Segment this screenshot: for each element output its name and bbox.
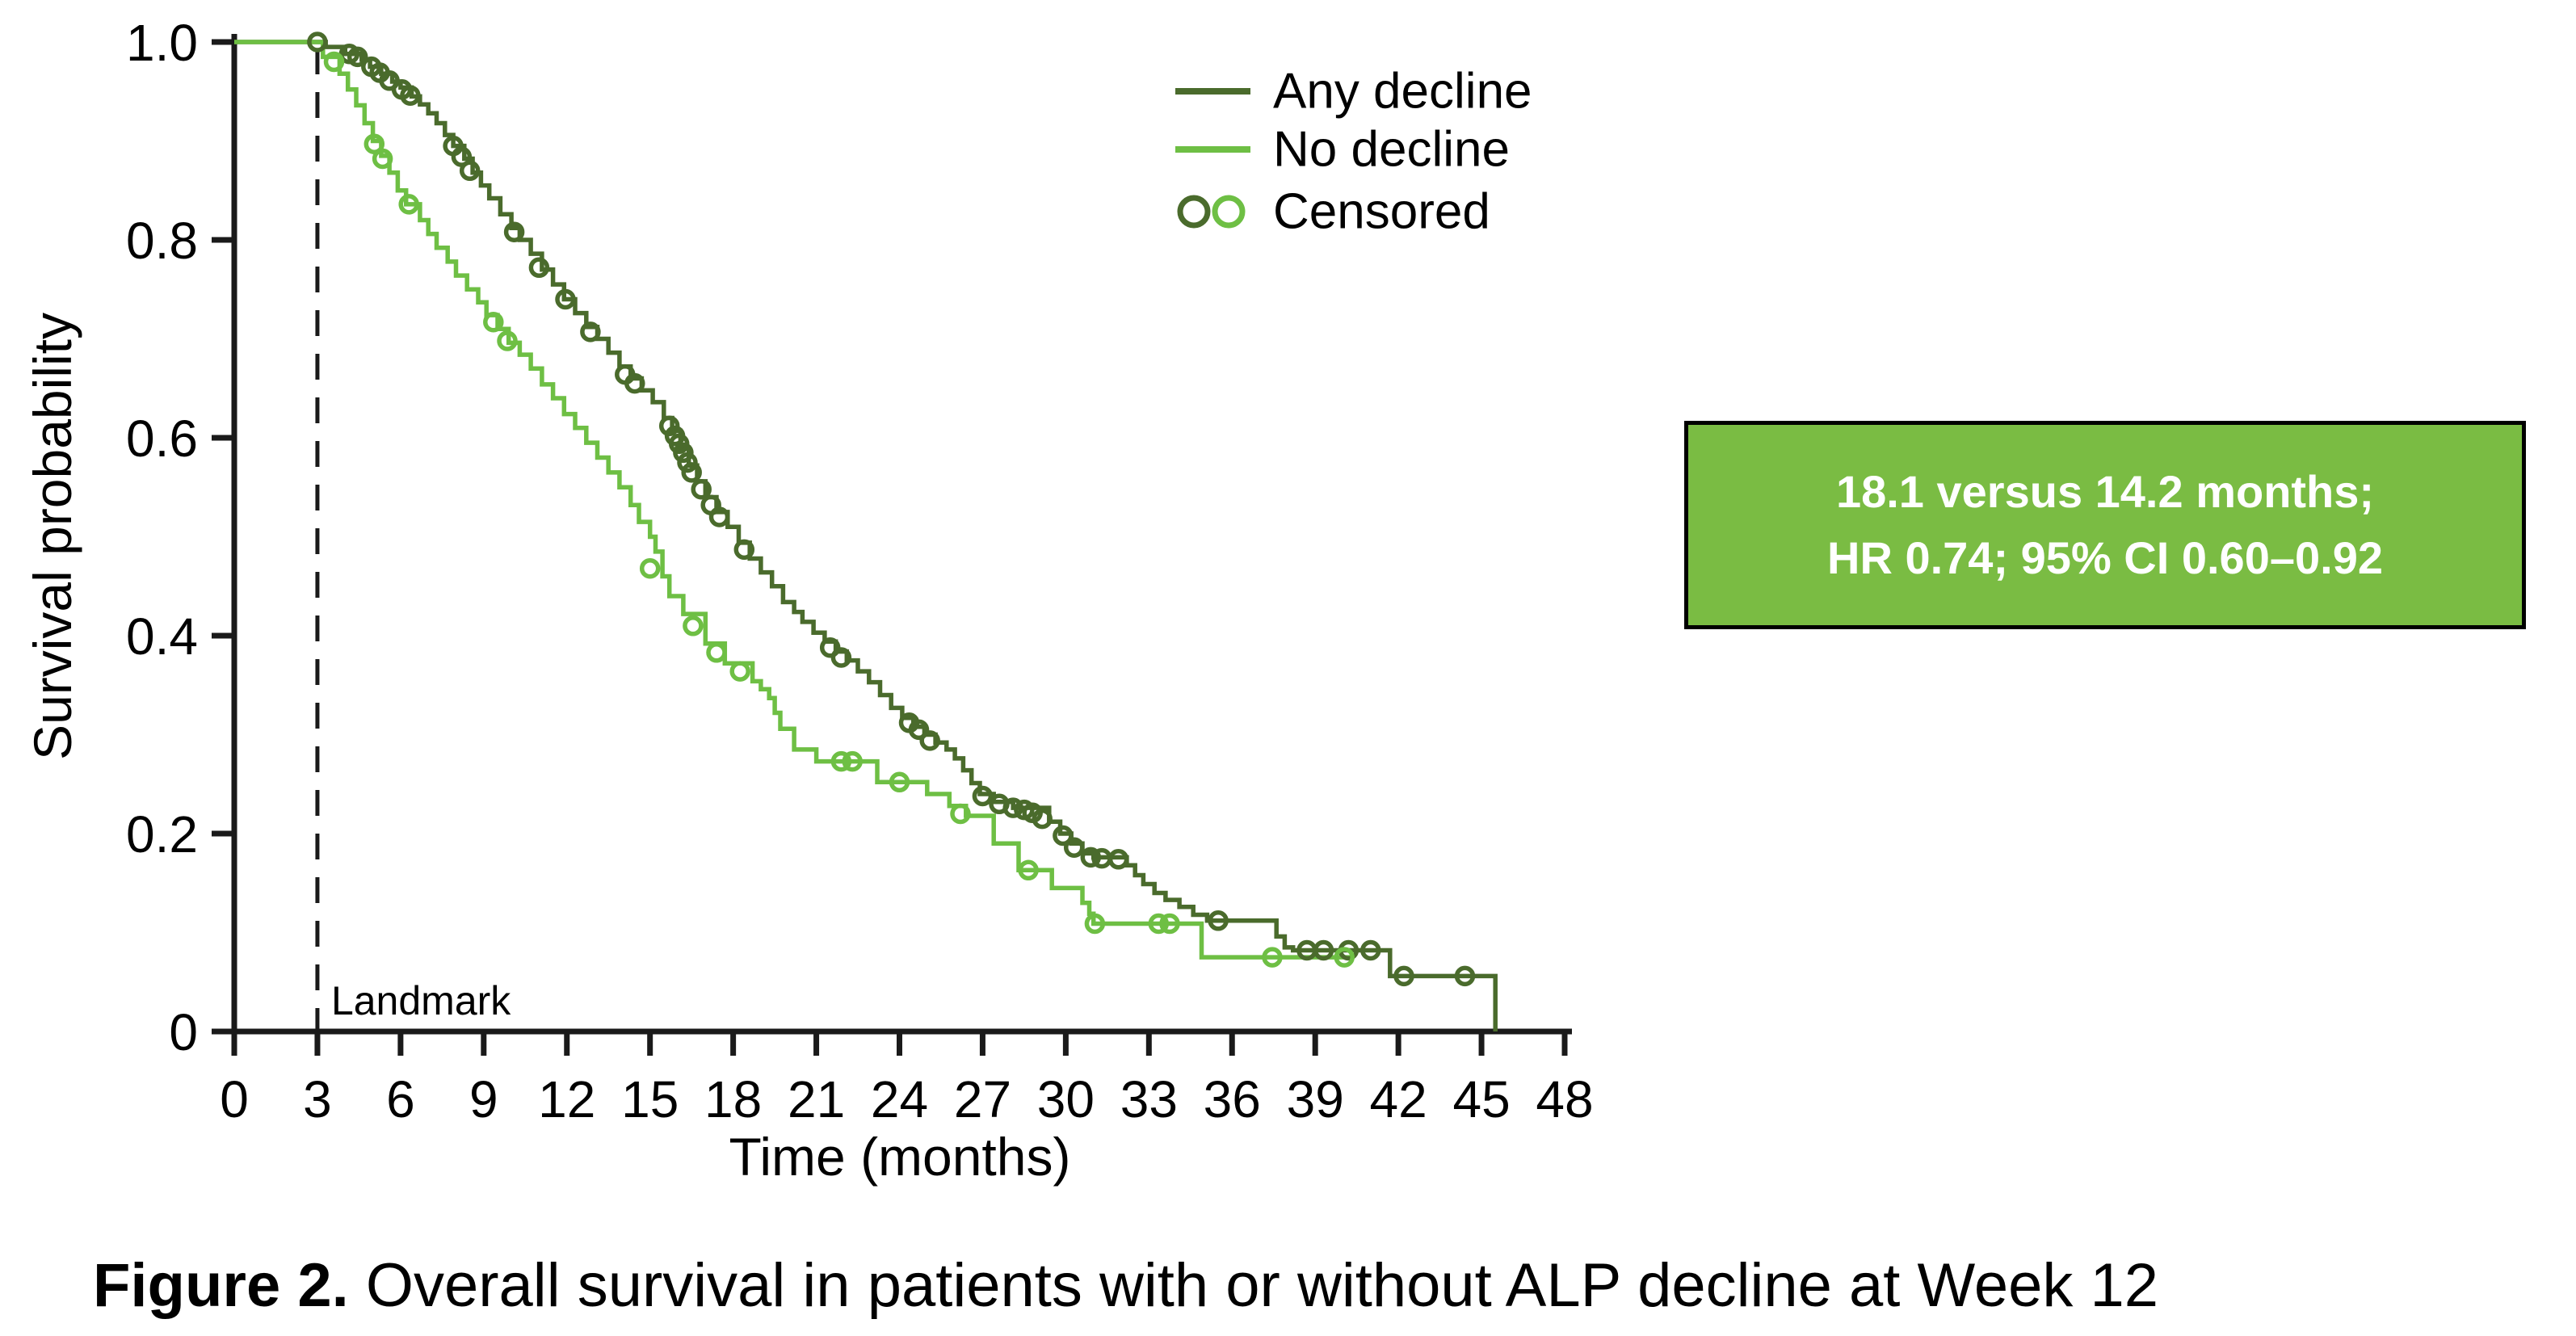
x-tick-label: 27 [954,1070,1011,1128]
x-tick-label: 21 [788,1070,845,1128]
x-tick-label: 36 [1204,1070,1261,1128]
landmark-marker: Landmark [315,48,511,1031]
y-tick-label: 0 [169,1003,198,1061]
curve-no-decline [234,40,1351,960]
censor-mark [323,51,345,73]
x-tick-label: 45 [1452,1070,1510,1128]
x-tick-label: 6 [386,1070,415,1128]
legend-label: Censored [1273,184,1490,240]
x-tick-label: 33 [1120,1070,1178,1128]
legend-censored-circle-dark [1177,195,1211,229]
censor-mark [1002,797,1023,818]
censor-mark [673,442,694,464]
figure-caption: Figure 2. Overall survival in patients w… [93,1250,2158,1321]
censor-mark [733,539,755,561]
censor-mark [677,452,698,473]
x-tick-label: 24 [871,1070,928,1128]
censor-mark [1084,913,1106,935]
x-axis-title: Time (months) [729,1127,1071,1187]
x-tick-label: 0 [220,1070,249,1128]
censor-mark [459,160,481,182]
x-tick-label: 30 [1037,1070,1095,1128]
x-tick-label: 12 [538,1070,595,1128]
censor-mark [972,785,994,807]
y-tick-label: 0.8 [126,212,198,270]
censor-mark [1053,825,1074,847]
y-tick-label: 0.2 [126,805,198,863]
censor-mark [681,462,702,483]
legend-label: No decline [1273,122,1510,178]
censor-mark [691,478,712,500]
censor-mark [1208,910,1229,931]
hazard-ratio-callout: 18.1 versus 14.2 months; HR 0.74; 95% CI… [1684,421,2526,629]
y-tick-label: 0.6 [126,410,198,468]
censor-mark [706,642,727,663]
legend-label: Any decline [1273,64,1532,120]
figure-caption-text: Overall survival in patients with or wit… [348,1251,2159,1320]
callout-line-1: 18.1 versus 14.2 months; [1835,466,2375,517]
axes: 00.20.40.60.81.00 3 6 9 12 15 18 21 24 27 30 33 36 39… [126,14,1594,1128]
censor-mark [1107,849,1129,870]
censor-mark [580,321,601,342]
censor-mark [528,257,550,279]
censor-mark [497,330,518,351]
censor-mark [830,750,852,772]
x-tick-label: 15 [621,1070,679,1128]
censor-mark [1393,965,1414,987]
x-tick-label: 39 [1287,1070,1344,1128]
censor-mark [1080,847,1102,868]
censor-mark [1334,947,1355,968]
x-tick-label: 42 [1370,1070,1427,1128]
figure-caption-label: Figure 2. [93,1251,349,1320]
y-tick-label: 1.0 [126,14,198,72]
censor-mark [1018,859,1039,881]
legend-censored-circle-light [1212,195,1246,229]
x-tick-label: 48 [1536,1070,1593,1128]
censor-mark [729,661,750,682]
landmark-label: Landmark [331,978,511,1023]
censor-mark [908,719,930,741]
censor-mark [624,372,645,394]
censor-mark [842,750,863,772]
x-tick-label: 18 [704,1070,762,1128]
censor-mark [1032,808,1053,830]
censor-mark [830,647,852,668]
censor-mark [1454,965,1476,987]
censor-mark [503,221,525,242]
censor-mark [819,636,841,658]
censor-mark [1159,913,1180,935]
censor-mark [1313,939,1334,961]
censor-mark [398,194,419,215]
y-tick-label: 0.4 [126,607,198,666]
censor-mark [347,46,368,68]
censor-mark [363,133,385,154]
censor-mark [919,730,940,751]
censor-mark [1063,837,1085,858]
censor-mark [639,557,661,579]
censor-mark [1262,947,1283,968]
callout-line-2: HR 0.74; 95% CI 0.60–0.92 [1827,532,2383,583]
censor-mark [1360,939,1381,961]
censor-marks [307,32,1476,987]
censor-mark [889,771,910,793]
x-tick-label: 3 [303,1070,332,1128]
censor-mark [372,148,393,170]
y-axis-title: Survival probability [23,313,82,760]
censor-mark [483,311,504,333]
x-tick-label: 9 [469,1070,498,1128]
censor-mark [1148,913,1170,935]
censor-mark [950,803,971,825]
censor-mark [555,288,576,310]
censor-mark [400,85,421,106]
censor-mark [307,32,328,53]
censor-mark [708,506,730,527]
censor-mark [683,615,704,636]
